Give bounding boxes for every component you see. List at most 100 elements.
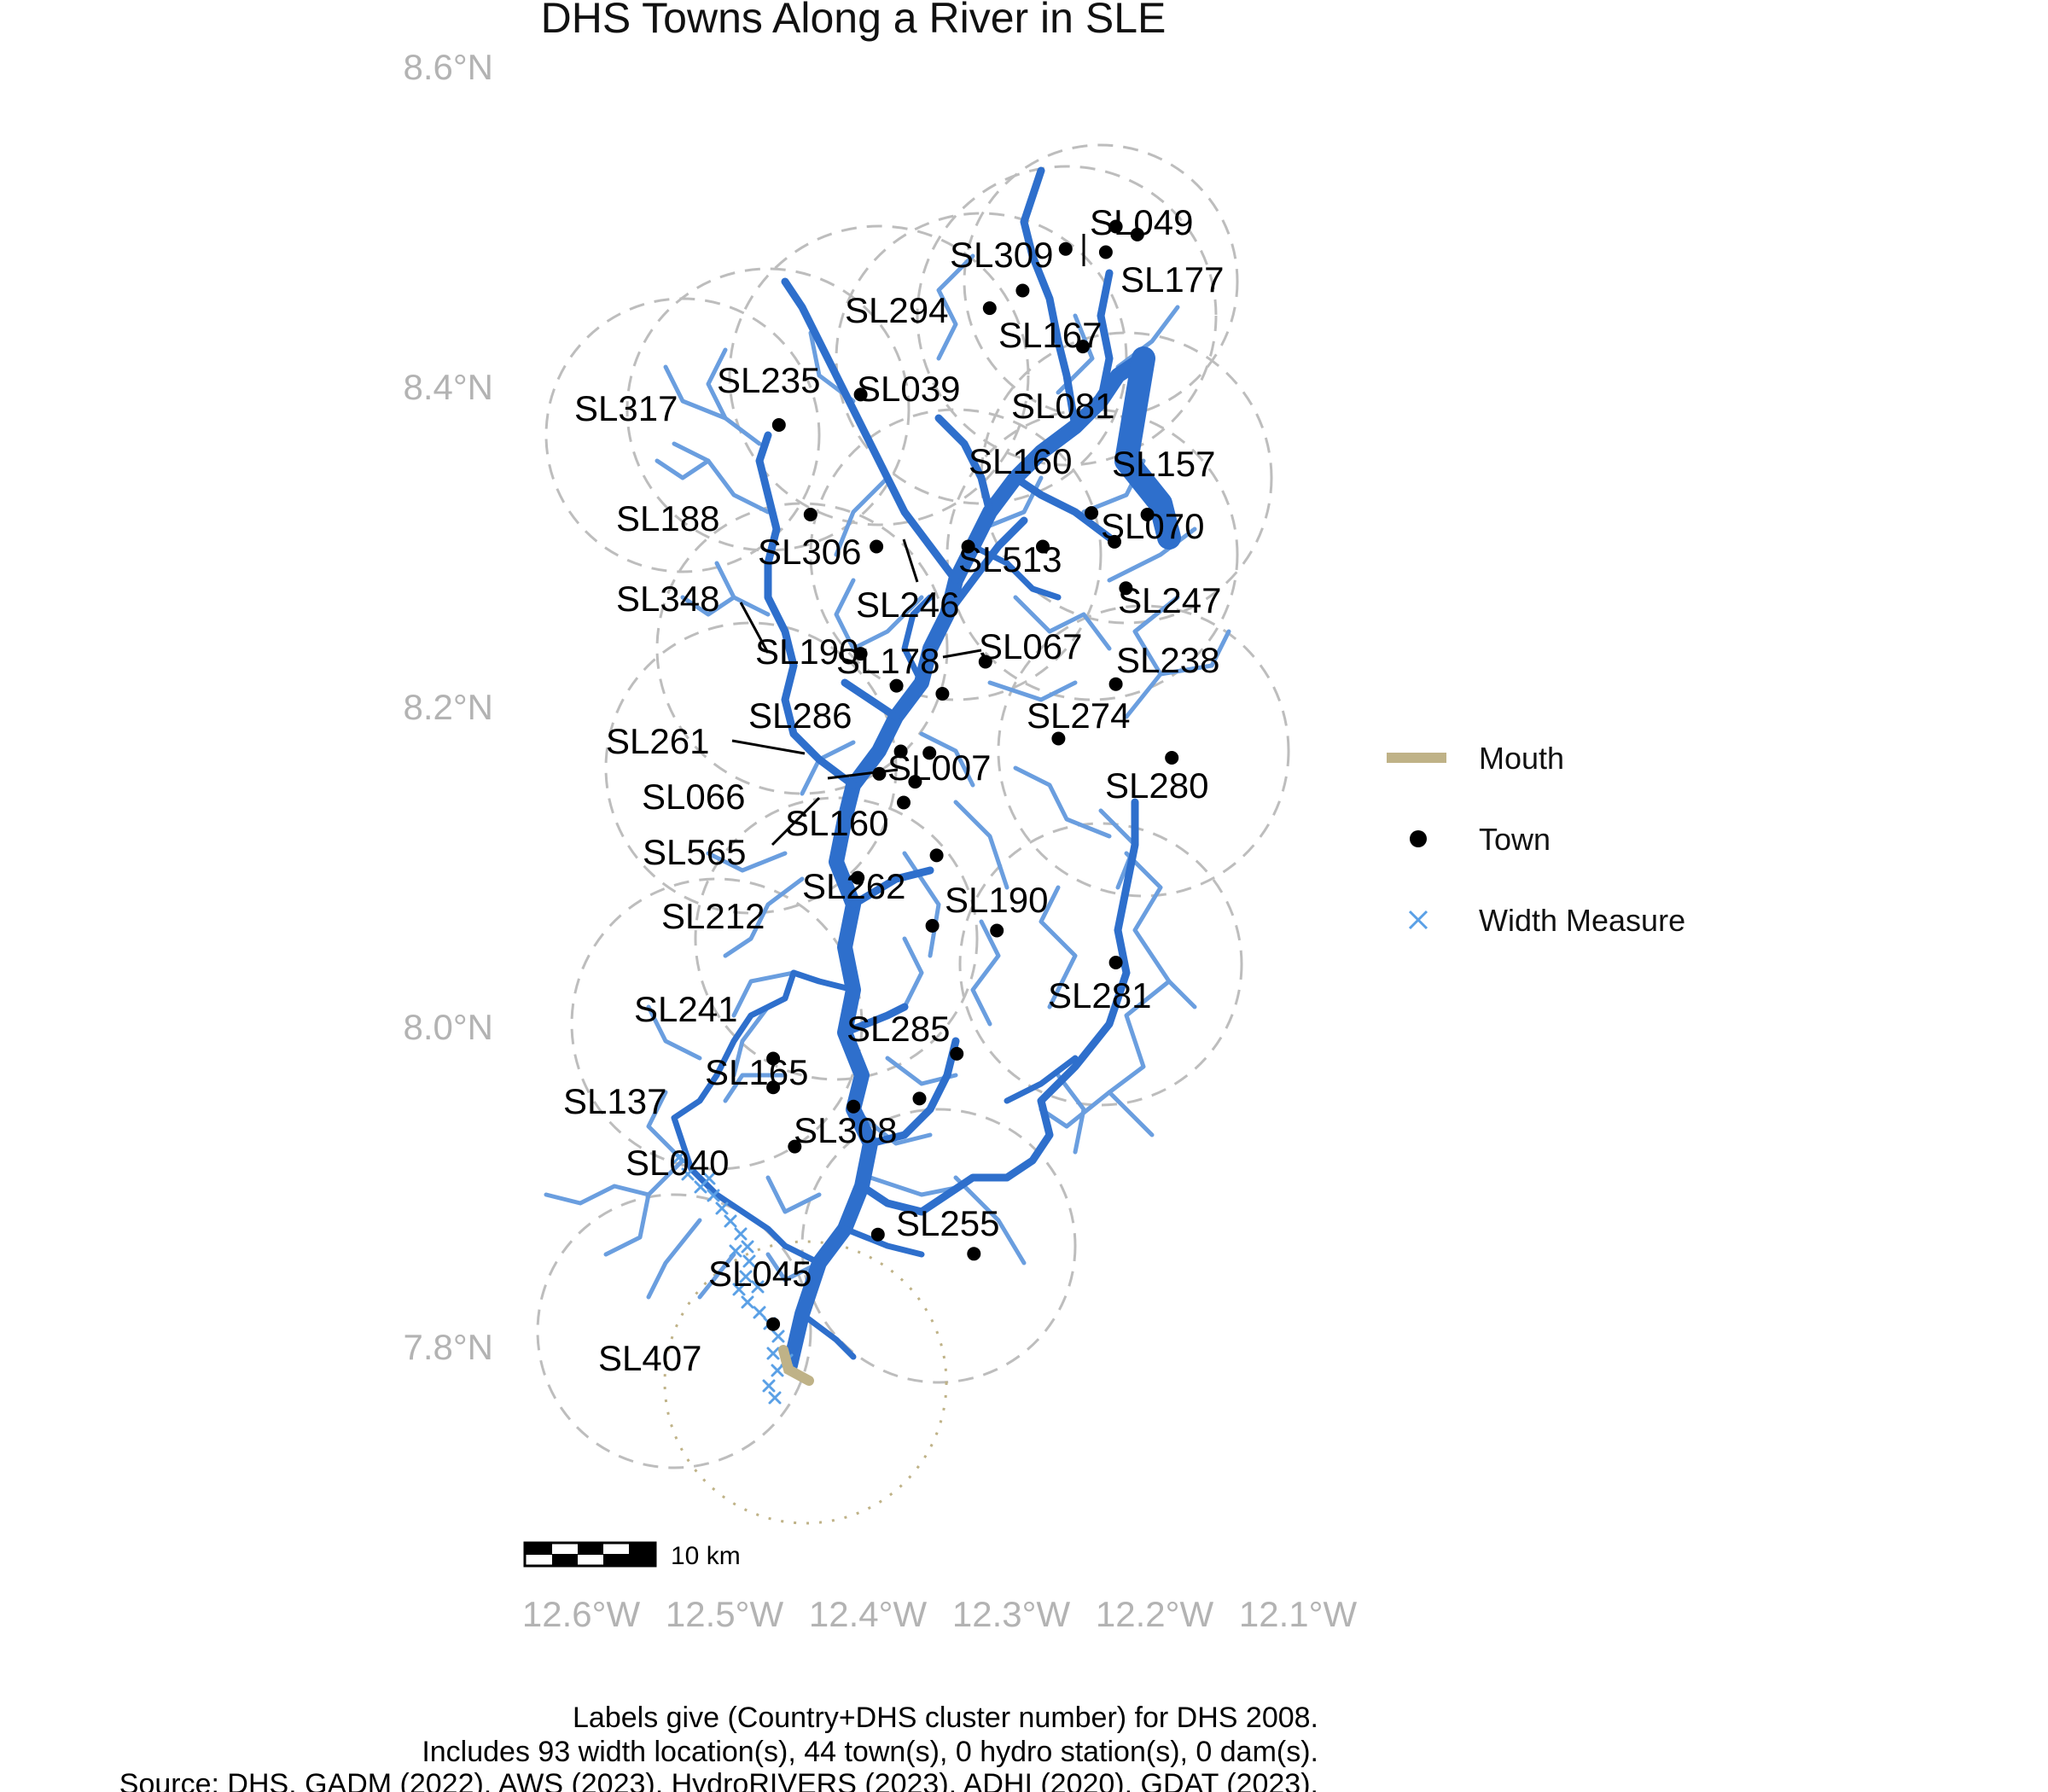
width-measure-marker [702, 1172, 716, 1185]
town-dot [912, 1091, 927, 1106]
lat-axis: 8.6°N 8.4°N 8.2°N 8.0°N 7.8°N [403, 47, 493, 1367]
width-measure-marker [715, 1201, 729, 1215]
town-label: SL212 [661, 896, 765, 936]
town-dot [893, 744, 908, 759]
leader-line [942, 649, 982, 659]
town-label: SL157 [1112, 444, 1215, 484]
legend-width-measure-swatch [1408, 910, 1428, 930]
town-dot [847, 1099, 861, 1114]
legend-label-width-measure: Width Measure [1479, 903, 1685, 938]
town-dot [967, 1247, 981, 1261]
town-dot [889, 678, 904, 693]
leader-line [771, 796, 821, 847]
town-dot [766, 1317, 781, 1331]
town-label: SL274 [1027, 695, 1130, 736]
legend-label-mouth: Mouth [1479, 741, 1564, 776]
lon-axis: 12.6°W 12.5°W 12.4°W 12.3°W 12.2°W 12.1°… [522, 1594, 1358, 1634]
buffer-circle [728, 224, 1030, 527]
town-dot [1051, 731, 1066, 746]
town-label: SL246 [856, 585, 959, 625]
width-measure-marker [739, 1270, 753, 1283]
lon-tick-label: 12.4°W [809, 1594, 928, 1634]
width-measure-marker [734, 1227, 748, 1241]
caption: Labels give (Country+DHS cluster number)… [119, 1702, 1318, 1792]
town-label: SL241 [634, 989, 737, 1029]
legend-town-swatch [1410, 830, 1427, 847]
town-label: SL280 [1105, 765, 1208, 806]
lat-tick-label: 8.4°N [403, 367, 493, 407]
town-dot [925, 918, 940, 933]
town-dot [771, 418, 786, 432]
buffer-circle [625, 267, 911, 552]
scale-bar: 10 km [523, 1541, 741, 1570]
town-dot [1015, 283, 1030, 298]
leader-line [731, 739, 806, 755]
scale-bar-segment [578, 1543, 603, 1555]
buffer-circle [544, 297, 821, 573]
width-measure-marker [732, 1283, 746, 1296]
town-label: SL049 [1090, 202, 1193, 242]
town-dot [1108, 534, 1121, 549]
town-dot [1058, 241, 1073, 256]
width-measure-marker [724, 1214, 737, 1228]
town-dot [1140, 508, 1155, 521]
width-measure-marker [741, 1240, 754, 1254]
town-label: SL513 [958, 539, 1062, 579]
scale-bar-label: 10 km [671, 1542, 741, 1570]
width-measure-marker [753, 1306, 766, 1319]
town-dot [950, 1046, 964, 1061]
town-labels: SL049 SL177 SL309 SL167 SL294 SL039 SL08… [563, 202, 1224, 1378]
town-dot [853, 647, 868, 661]
town-label: SL238 [1116, 640, 1219, 680]
town-dot [1165, 751, 1179, 765]
lon-tick-label: 12.3°W [952, 1594, 1071, 1634]
town-label: SL261 [606, 721, 709, 761]
width-measure-marker [672, 1150, 686, 1164]
leader-line [739, 602, 770, 654]
map-title: DHS Towns Along a River in SLE [541, 0, 1167, 42]
town-dot [982, 301, 997, 316]
town-label: SL039 [857, 369, 960, 409]
lat-tick-label: 8.0°N [403, 1007, 493, 1047]
town-dot [870, 1227, 885, 1242]
scale-bar-segment [629, 1543, 655, 1566]
town-label: SL178 [836, 641, 940, 681]
town-dot [1130, 227, 1144, 241]
legend-label-town: Town [1479, 822, 1551, 857]
town-dot [1085, 506, 1099, 521]
town-dot [788, 1139, 802, 1154]
town-dot [853, 387, 868, 402]
width-measure-marker [762, 1379, 776, 1393]
town-dot [897, 795, 911, 810]
town-label: SL247 [1118, 580, 1221, 620]
town-dot [990, 923, 1004, 938]
width-measure-marker [768, 1391, 782, 1405]
town-label: SL281 [1048, 975, 1151, 1015]
lon-tick-label: 12.5°W [666, 1594, 784, 1634]
buffer-circle [945, 408, 1239, 701]
town-label: SL317 [574, 388, 678, 428]
town-dot [766, 1051, 781, 1066]
town-label: SL262 [802, 866, 905, 906]
town-label: SL165 [705, 1052, 808, 1092]
buffer-circle [958, 822, 1243, 1107]
town-dots [766, 219, 1179, 1331]
town-label: SL565 [643, 832, 746, 872]
river-main [671, 166, 1181, 1373]
town-dot [1076, 340, 1090, 354]
legend: Mouth Town Width Measure [1387, 741, 1685, 938]
town-dot [1036, 539, 1050, 554]
lat-tick-label: 8.6°N [403, 47, 493, 87]
caption-line: Includes 93 width location(s), 44 town(s… [422, 1736, 1318, 1768]
lon-tick-label: 12.2°W [1096, 1594, 1214, 1634]
buffer-circle [800, 1108, 1077, 1384]
leader-line [902, 538, 919, 583]
caption-line: Labels give (Country+DHS cluster number)… [573, 1702, 1318, 1734]
lon-tick-label: 12.6°W [522, 1594, 641, 1634]
width-measures [672, 1150, 794, 1405]
width-measure-marker [681, 1167, 695, 1181]
buffer-circle [916, 165, 1218, 467]
town-dot [978, 655, 992, 669]
buffer-circle [809, 408, 1103, 701]
